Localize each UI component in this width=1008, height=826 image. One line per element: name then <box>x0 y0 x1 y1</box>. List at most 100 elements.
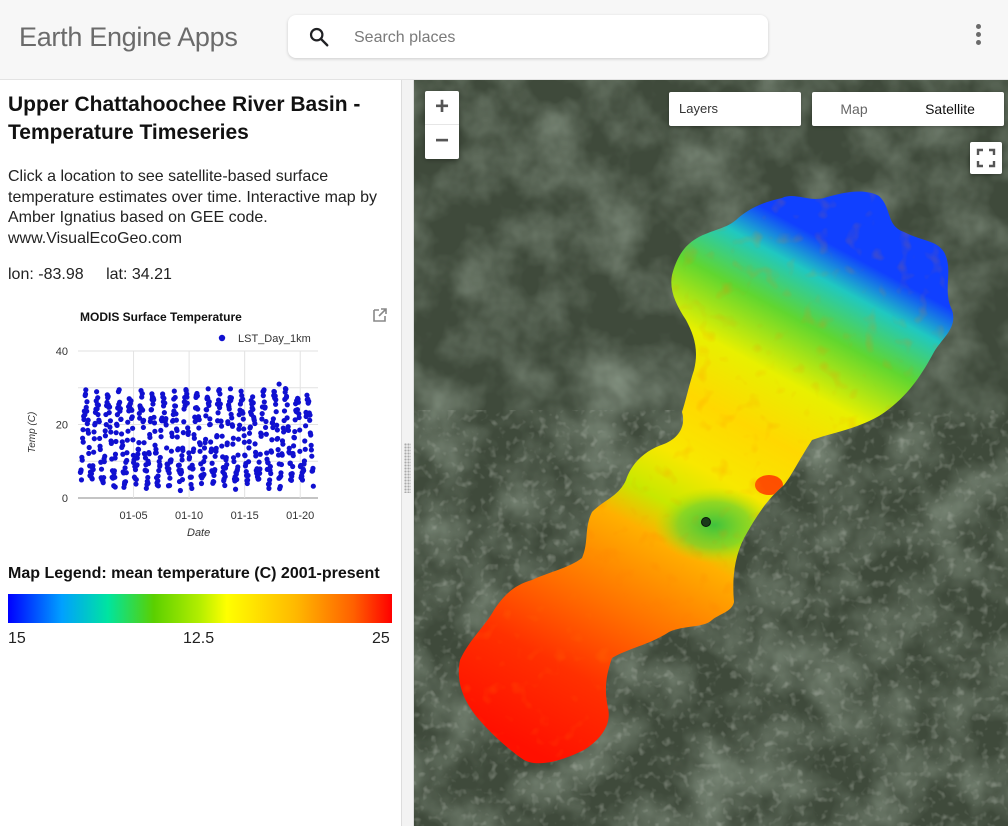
chart-point <box>259 411 265 417</box>
drag-handle[interactable] <box>404 443 411 493</box>
chart-point <box>203 413 209 419</box>
chart-point <box>278 470 284 476</box>
panel-description: Click a location to see satellite-based … <box>8 168 378 247</box>
panel-title: Upper Chattahoochee River Basin - Temper… <box>8 93 361 144</box>
chart-point <box>161 410 167 416</box>
chart-point <box>196 425 202 431</box>
chart-point <box>186 454 193 460</box>
zoom-out-button[interactable]: − <box>434 127 449 154</box>
chart-point <box>230 441 236 447</box>
coordinate-readout: lon: -83.98 lat: 34.21 <box>8 266 190 284</box>
layers-button[interactable]: Layers <box>669 92 801 126</box>
legend-title: Map Legend: mean temperature (C) 2001-pr… <box>8 565 380 582</box>
chart-point <box>172 403 179 409</box>
chart-point <box>166 482 173 489</box>
chart-point <box>205 386 211 392</box>
chart-point <box>162 400 168 406</box>
chart-point <box>232 486 239 492</box>
legend-min-label: 15 <box>8 630 26 647</box>
chart-point <box>185 429 192 435</box>
chart-point <box>273 397 279 403</box>
map-type-satellite-button[interactable]: Satellite <box>925 101 975 117</box>
chart-point <box>308 442 314 448</box>
chart-point <box>141 417 147 423</box>
map-canvas[interactable]: + − Layers Map Satellite <box>414 80 1008 826</box>
legend-max-label: 25 <box>372 630 390 647</box>
chart-point <box>188 481 194 488</box>
chart-point <box>157 462 163 468</box>
chart-point <box>179 477 186 483</box>
chart-point <box>283 393 290 399</box>
chart-point <box>278 461 285 468</box>
chart-point <box>150 401 156 407</box>
chart-point <box>310 465 316 471</box>
chart-point <box>280 441 286 447</box>
chart-point <box>292 428 298 435</box>
satellite-imagery <box>414 80 1008 826</box>
chart-point <box>143 468 150 474</box>
chart-point <box>286 445 292 451</box>
chart-point <box>263 431 269 437</box>
chart-point <box>83 387 89 393</box>
chart-point <box>212 453 218 459</box>
chart-point <box>211 479 217 485</box>
chart-point <box>111 468 117 474</box>
side-panel: Upper Chattahoochee River Basin - Temper… <box>0 80 401 826</box>
temperature-chart: 0 20 40 01-05 01-10 01-15 01-20 MODIS Surface … <box>20 306 392 546</box>
chart-point <box>230 455 237 461</box>
chart-point <box>155 478 161 484</box>
chart-point <box>169 433 175 440</box>
chart-point <box>178 469 185 475</box>
chart-point <box>308 432 314 438</box>
chart-point <box>134 462 140 468</box>
open-in-new-icon[interactable] <box>372 307 388 323</box>
chart-point <box>103 422 109 428</box>
chart-point <box>118 416 124 422</box>
chart-point <box>256 459 262 465</box>
chart-point <box>284 402 290 408</box>
fullscreen-icon[interactable] <box>970 142 1002 174</box>
chart-point <box>189 485 195 491</box>
chart-point <box>235 436 242 442</box>
chart-point <box>217 401 223 407</box>
chart-point <box>245 472 251 479</box>
latitude-label: lat: 34.21 <box>106 266 172 283</box>
chart-point <box>168 448 175 454</box>
chart-point <box>132 467 139 473</box>
chart-point <box>153 450 159 456</box>
chart-point <box>152 442 158 448</box>
more-vert-icon[interactable] <box>970 24 986 50</box>
chart-point <box>310 483 316 489</box>
chart-point <box>195 406 201 412</box>
chart-point <box>84 408 90 414</box>
app-title[interactable]: Earth Engine Apps <box>19 22 238 52</box>
chart-point <box>133 481 139 487</box>
zoom-in-button[interactable]: + <box>425 91 459 125</box>
chart-point <box>145 460 152 467</box>
search-box[interactable] <box>288 15 768 60</box>
search-input[interactable] <box>352 15 756 60</box>
map-type-map-button[interactable]: Map <box>840 101 868 117</box>
chart-point <box>118 431 125 437</box>
chart-point <box>289 471 295 477</box>
chart-point <box>151 414 157 420</box>
chart-point <box>267 463 273 470</box>
chart-point <box>177 487 183 494</box>
chart-point <box>102 453 108 459</box>
chart-point <box>184 400 190 406</box>
chart-point <box>151 420 158 426</box>
chart-point <box>78 477 85 483</box>
chart-point <box>263 418 269 425</box>
chart-point <box>284 415 290 421</box>
chart-point <box>216 387 222 393</box>
chart-point <box>215 397 222 403</box>
chart-point <box>257 466 263 472</box>
chart-point <box>108 440 114 447</box>
chart-point <box>273 409 279 415</box>
search-icon[interactable] <box>308 26 330 48</box>
chart-point <box>294 406 301 413</box>
chart-point <box>307 417 313 423</box>
chart-point <box>201 458 207 465</box>
chart-point <box>276 381 282 387</box>
chart-point <box>141 440 147 446</box>
